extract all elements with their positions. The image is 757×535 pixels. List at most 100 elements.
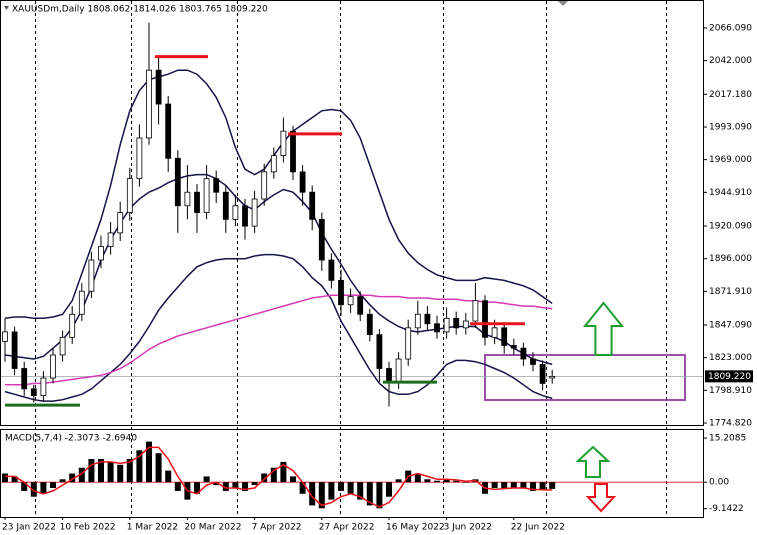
candle-body <box>376 334 383 369</box>
macd-bar <box>290 476 296 483</box>
candle-body <box>299 171 306 193</box>
y-tick-label: 2066.090 <box>709 23 752 33</box>
candle-body <box>194 191 200 213</box>
candle-body <box>472 300 479 322</box>
macd-bar <box>520 482 527 488</box>
macd-bar <box>194 482 200 494</box>
candle-body <box>88 259 95 292</box>
macd-bar <box>328 482 335 500</box>
candle-body <box>539 364 546 384</box>
candle-body <box>501 327 508 346</box>
candle-body <box>174 157 181 207</box>
macd-bar <box>78 467 85 483</box>
x-tick-label: 7 Apr 2022 <box>252 523 302 533</box>
title-icon <box>4 6 9 10</box>
macd-bar <box>510 482 517 488</box>
signal-line <box>5 446 553 508</box>
bollinger-band <box>4 69 553 320</box>
macd-bar <box>98 459 104 483</box>
down-arrow <box>585 483 617 513</box>
x-tick-label: 20 Mar 2022 <box>184 523 241 533</box>
macd-bar <box>395 479 402 483</box>
macd-bar <box>2 473 8 483</box>
macd-bar <box>309 482 316 506</box>
candle-body <box>242 205 248 227</box>
candle-body <box>443 317 450 333</box>
macd-bar <box>462 482 469 483</box>
macd-bar <box>443 479 450 483</box>
macd-bar <box>203 476 210 483</box>
range-box <box>484 354 686 401</box>
candle-body <box>146 69 152 139</box>
macd-bar <box>126 459 133 483</box>
candle-body <box>414 313 421 329</box>
chart-title: XAUUSDm,Daily 1808.062 1814.026 1803.765… <box>12 5 268 15</box>
price-pane <box>0 0 704 426</box>
candle-body <box>261 171 268 200</box>
macd-bar <box>357 482 364 500</box>
candle-body <box>290 130 296 173</box>
macd-bar <box>539 482 546 490</box>
candle-body <box>491 327 498 338</box>
candle-body <box>338 279 344 306</box>
macd-bar <box>50 482 56 488</box>
candle-body <box>424 313 431 325</box>
bollinger-band <box>4 173 553 366</box>
macd-bar <box>222 482 229 491</box>
candle-body <box>117 212 124 234</box>
macd-bar <box>59 479 66 483</box>
y-tick-label: 1774.820 <box>709 419 752 429</box>
up-arrow <box>582 301 625 356</box>
macd-bar <box>30 482 37 497</box>
candle-body <box>11 331 18 369</box>
candle-body <box>357 296 364 315</box>
macd-bar <box>501 482 508 488</box>
y-tick-label: 1823.000 <box>709 353 752 363</box>
macd-pane <box>0 429 704 518</box>
macd-bar <box>11 476 18 483</box>
ask-marker <box>558 1 568 6</box>
macd-bar <box>174 482 181 491</box>
candle-body <box>251 198 258 227</box>
x-tick-label: 23 Jan 2022 <box>2 523 56 533</box>
y-tick-label: 1944.910 <box>709 188 752 198</box>
macd-bar <box>453 480 460 483</box>
macd-bar <box>366 482 373 506</box>
candle-body <box>318 218 325 261</box>
candle-body <box>232 205 239 220</box>
y-tick-label: 1969.000 <box>709 155 752 165</box>
current-price-label: 1809.220 <box>708 372 751 382</box>
candle-body <box>213 178 220 193</box>
x-tick-label: 16 May 2022 <box>386 523 445 533</box>
y-tick-label: 1896.000 <box>709 254 752 264</box>
x-tick-label: 10 Feb 2022 <box>60 523 116 533</box>
y-tick-label: 0.00 <box>709 478 729 488</box>
macd-bar <box>107 461 114 483</box>
current-price-box <box>705 370 753 383</box>
candle-body <box>98 246 104 261</box>
candle-body <box>280 130 287 156</box>
candle-body <box>184 191 191 207</box>
candle-body <box>530 358 536 365</box>
candle-body <box>126 178 133 213</box>
bollinger-band <box>4 253 553 402</box>
candle-body <box>59 336 66 356</box>
candle-body <box>136 137 143 180</box>
macd-bar <box>549 482 556 489</box>
macd-bar <box>117 464 124 483</box>
macd-bar <box>69 473 76 483</box>
candle-body <box>462 320 469 329</box>
macd-bar <box>232 482 239 488</box>
candle-body <box>328 259 335 281</box>
moving-average <box>5 294 553 386</box>
macd-bar <box>530 482 536 491</box>
macd-bar <box>261 473 268 483</box>
candle-body <box>107 232 114 247</box>
macd-bar <box>155 453 162 483</box>
macd-bar <box>376 482 383 509</box>
candle-body <box>21 368 28 390</box>
macd-bar <box>386 482 392 497</box>
candle-body <box>2 331 8 342</box>
candle-body <box>434 323 440 333</box>
